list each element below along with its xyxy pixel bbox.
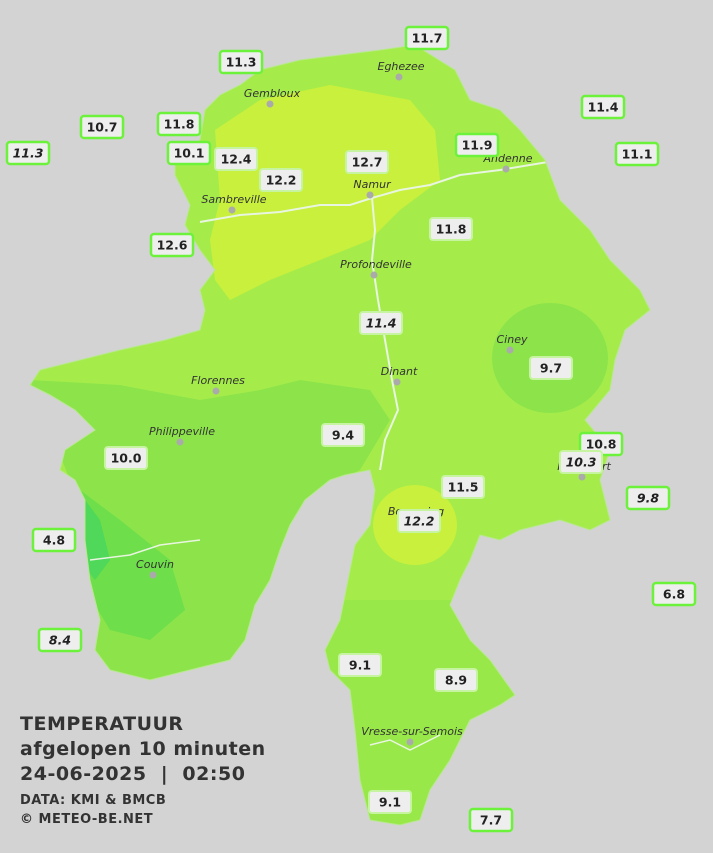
station-box	[345, 150, 389, 174]
station-box	[321, 423, 365, 447]
station-box	[434, 668, 478, 692]
station-box	[559, 450, 603, 474]
city-label: Profondeville	[340, 258, 412, 271]
city-label: Philippeville	[149, 425, 215, 438]
station-box	[368, 790, 412, 814]
stations: 11.7 11.3 11.4 10.7 11.8 11.3 10.1 12.4 12.7 11.9…	[5, 25, 697, 833]
station-box	[404, 25, 450, 51]
city-dot	[212, 387, 220, 395]
station-value: 9.7	[540, 361, 562, 376]
station-value: 10.8	[586, 437, 617, 452]
station-value: 8.9	[445, 673, 467, 688]
station-value: 9.4	[332, 428, 354, 443]
cities: EghezeeGemblouxAndenneNamurSambrevillePr…	[136, 60, 611, 746]
station-box	[359, 311, 403, 335]
station-box	[259, 168, 303, 192]
city-dot	[176, 438, 184, 446]
city-dot	[370, 271, 378, 279]
station-box	[614, 141, 660, 167]
city-dot	[578, 473, 586, 481]
station-value: 10.0	[111, 451, 142, 466]
legend-credit: © METEO-BE.NET	[20, 812, 153, 827]
city-dot	[366, 191, 374, 199]
city-dot	[149, 571, 157, 579]
station-value: 11.4	[366, 316, 397, 331]
station-box	[338, 653, 382, 677]
station-box	[31, 527, 77, 553]
station-value: 11.7	[412, 31, 443, 46]
station-box	[166, 140, 212, 166]
legend-datetime: 24-06-2025 | 02:50	[20, 763, 245, 785]
station-value: 12.4	[221, 152, 252, 167]
city-dot	[502, 165, 510, 173]
city-dot	[228, 206, 236, 214]
city-label: Dinant	[381, 365, 418, 378]
station-box	[214, 147, 258, 171]
station-value: 12.2	[266, 173, 297, 188]
station-value: 6.8	[663, 587, 685, 602]
city-dot	[393, 378, 401, 386]
station-value: 11.5	[448, 480, 479, 495]
city-label: Eghezee	[378, 60, 425, 73]
station-value: 10.1	[174, 146, 205, 161]
station-value: 12.7	[352, 155, 383, 170]
city-dot	[395, 73, 403, 81]
station-value: 12.2	[404, 514, 435, 529]
station-value: 7.7	[480, 813, 502, 828]
legend: TEMPERATUUR afgelopen 10 minuten 24-06-2…	[20, 713, 266, 827]
city-dot	[406, 738, 414, 746]
city-label: Florennes	[191, 374, 245, 387]
station-value: 11.8	[164, 117, 195, 132]
city-label: Vresse-sur-Semois	[361, 725, 463, 738]
station-value: 12.6	[157, 238, 188, 253]
station-value: 4.8	[43, 533, 65, 548]
station-box	[580, 94, 626, 120]
city-label: Namur	[353, 178, 392, 191]
city-label: Gembloux	[244, 87, 301, 100]
station-value: 10.3	[566, 455, 597, 470]
station-value: 11.8	[436, 222, 467, 237]
legend-source: DATA: KMI & BMCB	[20, 793, 166, 808]
city-label: Couvin	[136, 558, 174, 571]
station-box	[625, 485, 671, 511]
city-label: Sambreville	[201, 193, 266, 206]
station-box	[104, 446, 148, 470]
station-value: 11.3	[13, 146, 44, 161]
station-box	[429, 217, 473, 241]
station-box	[37, 627, 83, 653]
station-box	[441, 475, 485, 499]
station-box	[5, 140, 51, 166]
station-box	[651, 581, 697, 607]
station-value: 9.1	[349, 658, 371, 673]
station-value: 11.3	[226, 55, 257, 70]
city-dot	[506, 346, 514, 354]
station-value: 10.7	[87, 120, 118, 135]
station-value: 9.8	[637, 491, 659, 506]
station-box	[156, 111, 202, 137]
station-box	[79, 114, 125, 140]
station-box	[454, 132, 500, 158]
station-box	[397, 509, 441, 533]
station-value: 11.9	[462, 138, 493, 153]
station-box	[529, 356, 573, 380]
station-value: 9.1	[379, 795, 401, 810]
city-dot	[266, 100, 274, 108]
city-label: Ciney	[497, 333, 528, 346]
station-box	[218, 49, 264, 75]
station-box	[149, 232, 195, 258]
station-value: 11.1	[622, 147, 653, 162]
station-box	[468, 807, 514, 833]
station-value: 11.4	[588, 100, 619, 115]
station-value: 8.4	[49, 633, 71, 648]
legend-subtitle: afgelopen 10 minuten	[20, 738, 266, 760]
legend-title: TEMPERATUUR	[20, 713, 184, 735]
